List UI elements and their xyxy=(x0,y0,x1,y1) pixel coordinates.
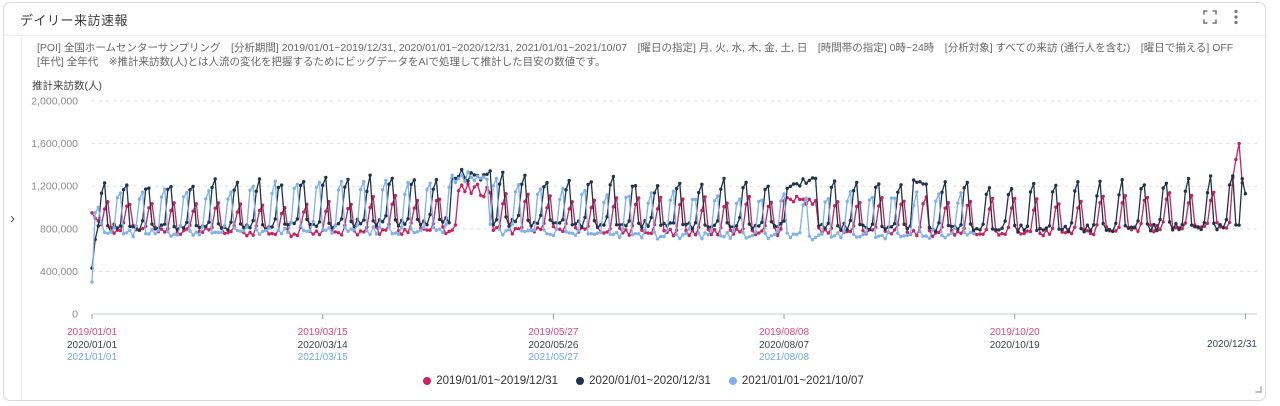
chevron-right-icon: › xyxy=(10,209,15,227)
sidebar-expand-button[interactable]: › xyxy=(4,36,22,400)
svg-text:1,200,000: 1,200,000 xyxy=(31,181,78,193)
panel-body: › [POI] 全国ホームセンターサンプリング [分析期間] 2019/01/0… xyxy=(4,36,1265,400)
chart-area: [POI] 全国ホームセンターサンプリング [分析期間] 2019/01/01~… xyxy=(22,36,1265,400)
analysis-conditions-text: [POI] 全国ホームセンターサンプリング [分析期間] 2019/01/01~… xyxy=(37,42,1244,68)
fullscreen-icon xyxy=(1203,9,1217,29)
legend-item-2020[interactable]: 2020/01/01~2020/12/31 xyxy=(576,375,711,387)
legend-label-2021: 2021/01/01~2021/10/07 xyxy=(741,375,864,387)
y-axis-title: 推計来訪数(人) xyxy=(32,80,102,92)
legend-dot-2019 xyxy=(423,377,432,385)
legend-item-2019[interactable]: 2019/01/01~2019/12/31 xyxy=(423,375,558,387)
svg-text:800,000: 800,000 xyxy=(40,223,78,235)
kebab-menu-icon xyxy=(1234,9,1238,30)
svg-text:400,000: 400,000 xyxy=(40,266,78,278)
resize-handle[interactable] xyxy=(1253,380,1262,398)
legend-item-2021[interactable]: 2021/01/01~2021/10/07 xyxy=(728,375,864,387)
legend-dot-2021 xyxy=(728,377,737,385)
legend-label-2020: 2020/01/01~2020/12/31 xyxy=(589,375,711,387)
svg-text:2,000,000: 2,000,000 xyxy=(31,96,78,108)
panel-header: デイリー来訪速報 xyxy=(4,3,1265,36)
panel-title: デイリー来訪速報 xyxy=(20,12,129,28)
legend-label-2019: 2019/01/01~2019/12/31 xyxy=(436,375,559,387)
more-options-button[interactable] xyxy=(1223,6,1249,32)
widget-card: デイリー来訪速報 › [POI] 全国ホームセンターサンプリング [分析期間] … xyxy=(3,2,1266,401)
svg-text:0: 0 xyxy=(72,309,78,321)
x-axis-end-label: 2020/12/31 xyxy=(1206,339,1257,350)
fullscreen-button[interactable] xyxy=(1197,6,1223,32)
chart-legend: 2019/01/01~2019/12/31 2020/01/01~2020/12… xyxy=(22,375,1265,387)
resize-grip-icon xyxy=(1253,380,1262,397)
visit-trend-line-chart[interactable]: 0 400,000 800,000 1,200,000 1,600,000 2,000,0… xyxy=(22,36,1264,400)
legend-dot-2020 xyxy=(576,377,585,385)
svg-text:1,600,000: 1,600,000 xyxy=(31,138,78,150)
